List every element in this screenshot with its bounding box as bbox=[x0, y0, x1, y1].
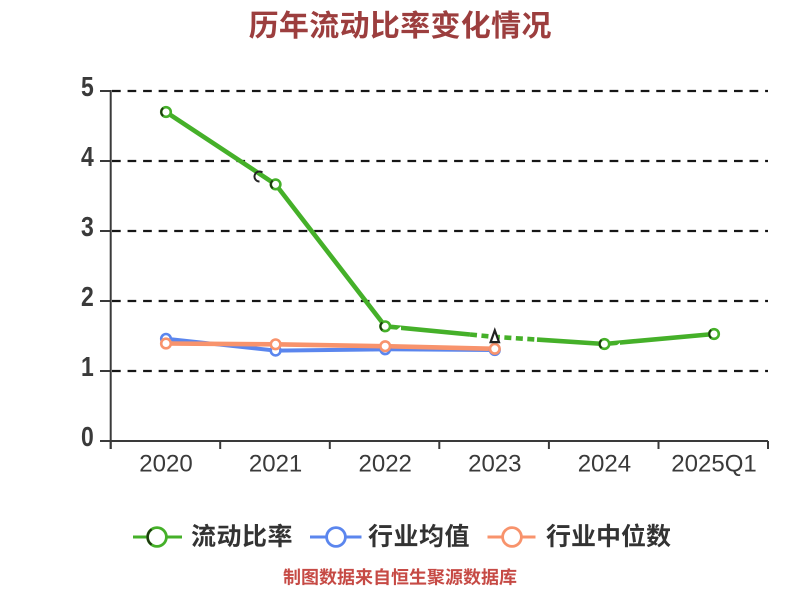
svg-text:2025Q1: 2025Q1 bbox=[671, 451, 756, 478]
svg-text:5: 5 bbox=[81, 72, 94, 103]
svg-text:3: 3 bbox=[81, 212, 94, 243]
svg-text:2024: 2024 bbox=[578, 451, 631, 478]
svg-text:2022: 2022 bbox=[359, 451, 412, 478]
svg-text:2: 2 bbox=[81, 282, 94, 313]
svg-text:1: 1 bbox=[81, 352, 94, 383]
svg-text:2021: 2021 bbox=[249, 451, 302, 478]
svg-text:2020: 2020 bbox=[139, 451, 192, 478]
svg-text:2023: 2023 bbox=[468, 451, 521, 478]
svg-text:0: 0 bbox=[81, 422, 94, 453]
svg-text:4: 4 bbox=[81, 142, 94, 173]
